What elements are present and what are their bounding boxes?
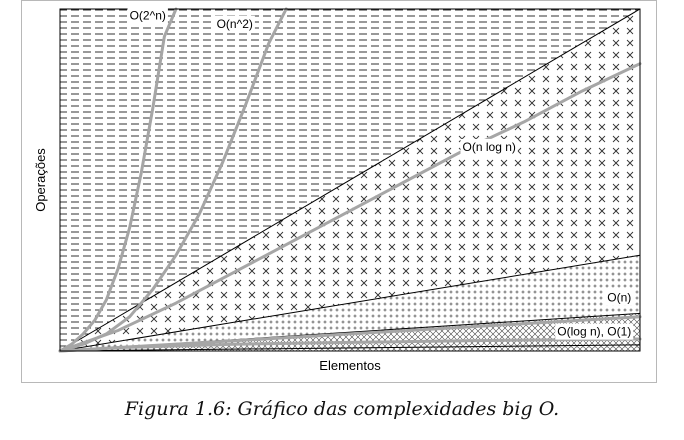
curve-label-bg-3 xyxy=(460,138,518,155)
curve-o-n-log-n xyxy=(58,62,642,353)
curve-label-3: O(n log n) xyxy=(463,140,516,154)
curve-labels: O(2^n) O(n^2) O(n log n) O(n) O(log n), O(1) xyxy=(127,7,634,340)
region-boundary-4 xyxy=(59,344,641,352)
curve-o-2-n xyxy=(58,7,178,353)
curve-o-log-n-o-1 xyxy=(58,337,642,353)
complexity-curves xyxy=(58,7,642,353)
curve-label-bg-1 xyxy=(127,7,168,24)
curve-label-bg-5 xyxy=(555,323,634,340)
y-axis-label: Operações xyxy=(33,148,48,212)
complexity-chart: O(2^n) O(n^2) O(n log n) O(n) O(log n), O(1)… xyxy=(33,7,642,373)
curve-label-2: O(n^2) xyxy=(217,17,253,31)
curve-label-1: O(2^n) xyxy=(130,8,166,22)
curve-label-bg-4 xyxy=(605,289,634,306)
curve-label-4: O(n) xyxy=(607,290,631,304)
plot-area-border xyxy=(59,8,641,352)
figure-caption: Figura 1.6: Gráfico das complexidades bi… xyxy=(124,398,560,420)
region-bottom-band xyxy=(60,347,640,351)
region-boundary-1 xyxy=(59,8,641,352)
region-boundary-2 xyxy=(59,254,641,352)
curve-label-5: O(log n), O(1) xyxy=(557,325,631,339)
figure-frame: O(2^n) O(n^2) O(n log n) O(n) O(log n), O(1)… xyxy=(21,0,657,383)
x-axis-label: Elementos xyxy=(319,358,381,373)
curve-label-bg-2 xyxy=(214,15,255,32)
